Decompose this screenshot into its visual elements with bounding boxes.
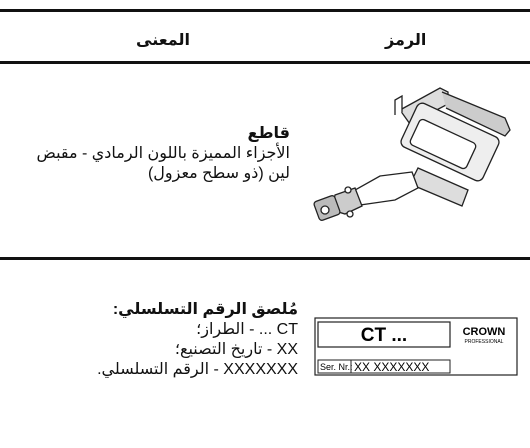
model-text: CT ...: [361, 325, 407, 346]
row-line: XX - تاريخ التصنيع؛: [174, 341, 298, 358]
row-line: لين (ذو سطح معزول): [147, 165, 290, 182]
model-box: [317, 321, 451, 348]
row-rule: [0, 257, 530, 260]
row-meaning: مُلصق الرقم التسلسلي: CT ... - الطراز؛ X…: [8, 300, 298, 380]
top-rule: [0, 9, 530, 12]
brand-sub: PROFESSIONAL: [465, 339, 504, 345]
row-line: XXXXXXX - الرقم التسلسلي.: [97, 361, 298, 378]
row-title: مُلصق الرقم التسلسلي:: [112, 301, 298, 318]
row-meaning: قاطع الأجزاء المميزة باللون الرمادي - مق…: [0, 124, 290, 184]
header-symbol: الرمز: [385, 32, 427, 49]
header-meaning: المعنى: [136, 32, 190, 49]
row-title: قاطع: [247, 125, 290, 142]
row-line: CT ... - الطراز؛: [196, 321, 298, 338]
breaker-drawing: [313, 87, 511, 221]
brand: CROWN: [463, 326, 506, 338]
header-rule: [0, 61, 530, 64]
serial-value: XX XXXXXXX: [354, 360, 429, 374]
serial-label: CT ... CROWN PROFESSIONAL Ser. Nr.: XX X…: [314, 317, 518, 376]
row-line: الأجزاء المميزة باللون الرمادي - مقبض: [36, 145, 290, 162]
serial-caption: Ser. Nr.:: [320, 362, 353, 372]
